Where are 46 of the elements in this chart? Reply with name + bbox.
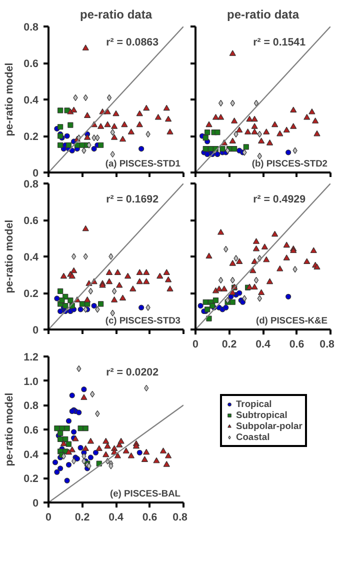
- y-tick-label: 0.6: [24, 215, 39, 227]
- y-tick-label: 0.4: [24, 94, 39, 106]
- y-tick-label: 0.4: [24, 448, 39, 461]
- annotation: r² = 0.1692: [106, 194, 159, 206]
- x-tick-label: 0.6: [289, 338, 304, 350]
- legend-label: Tropical: [236, 399, 272, 409]
- y-tick-label: 0.2: [24, 473, 39, 486]
- x-tick-label: 0.2: [74, 512, 90, 524]
- y-tick-label: 0: [32, 324, 39, 336]
- y-tick-label: 1.2: [24, 352, 39, 364]
- y-tick-label: 0: [32, 168, 39, 180]
- annotation: (d) PISCES-K&E: [256, 316, 328, 326]
- y-tick-label: 0.6: [24, 58, 39, 70]
- x-tick-label: 0.4: [108, 512, 124, 524]
- annotation: (c) PISCES-STD3: [105, 316, 181, 326]
- annotation: r² = 0.4929: [253, 194, 306, 206]
- x-tick-label: 0.4: [256, 338, 270, 350]
- annotation: (a) PISCES-STD1: [105, 158, 181, 168]
- legend-label: Coastal: [236, 432, 270, 442]
- y-tick-label: 0.2: [24, 131, 39, 143]
- chart-title: pe-ratio data: [226, 8, 300, 22]
- y-tick-label: 0.6: [24, 424, 39, 436]
- annotation: (b) PISCES-STD2: [252, 158, 328, 168]
- x-tick-label: 0: [192, 338, 199, 350]
- x-tick-label: 0.2: [222, 338, 237, 350]
- y-axis-title: pe-ratio model: [4, 62, 16, 136]
- chart-title: pe-ratio data: [80, 8, 152, 22]
- annotation: r² = 0.0863: [106, 36, 159, 48]
- annotation: (e) PISCES-BAL: [110, 488, 181, 498]
- legend-label: Subtropical: [236, 410, 288, 420]
- y-tick-label: 0.8: [24, 22, 39, 34]
- y-tick-label: 0.8: [24, 400, 39, 412]
- y-tick-label: 1.0: [24, 376, 39, 388]
- legend-label: Subpolar-polar: [236, 421, 302, 431]
- y-tick-label: 0.8: [24, 178, 39, 190]
- y-tick-label: 0.2: [24, 288, 39, 300]
- x-tick-label: 0.8: [320, 338, 335, 350]
- x-tick-label: 0: [46, 512, 52, 524]
- x-tick-label: 0.8: [172, 512, 188, 524]
- x-tick-label: 0.6: [142, 512, 158, 524]
- y-axis-title: pe-ratio model: [4, 220, 16, 294]
- annotation: r² = 0.0202: [106, 366, 159, 378]
- y-tick-label: 0.4: [24, 252, 39, 264]
- y-tick-label: 0: [32, 498, 39, 510]
- y-axis-title: pe-ratio model: [4, 392, 16, 466]
- annotation: r² = 0.1541: [253, 36, 306, 48]
